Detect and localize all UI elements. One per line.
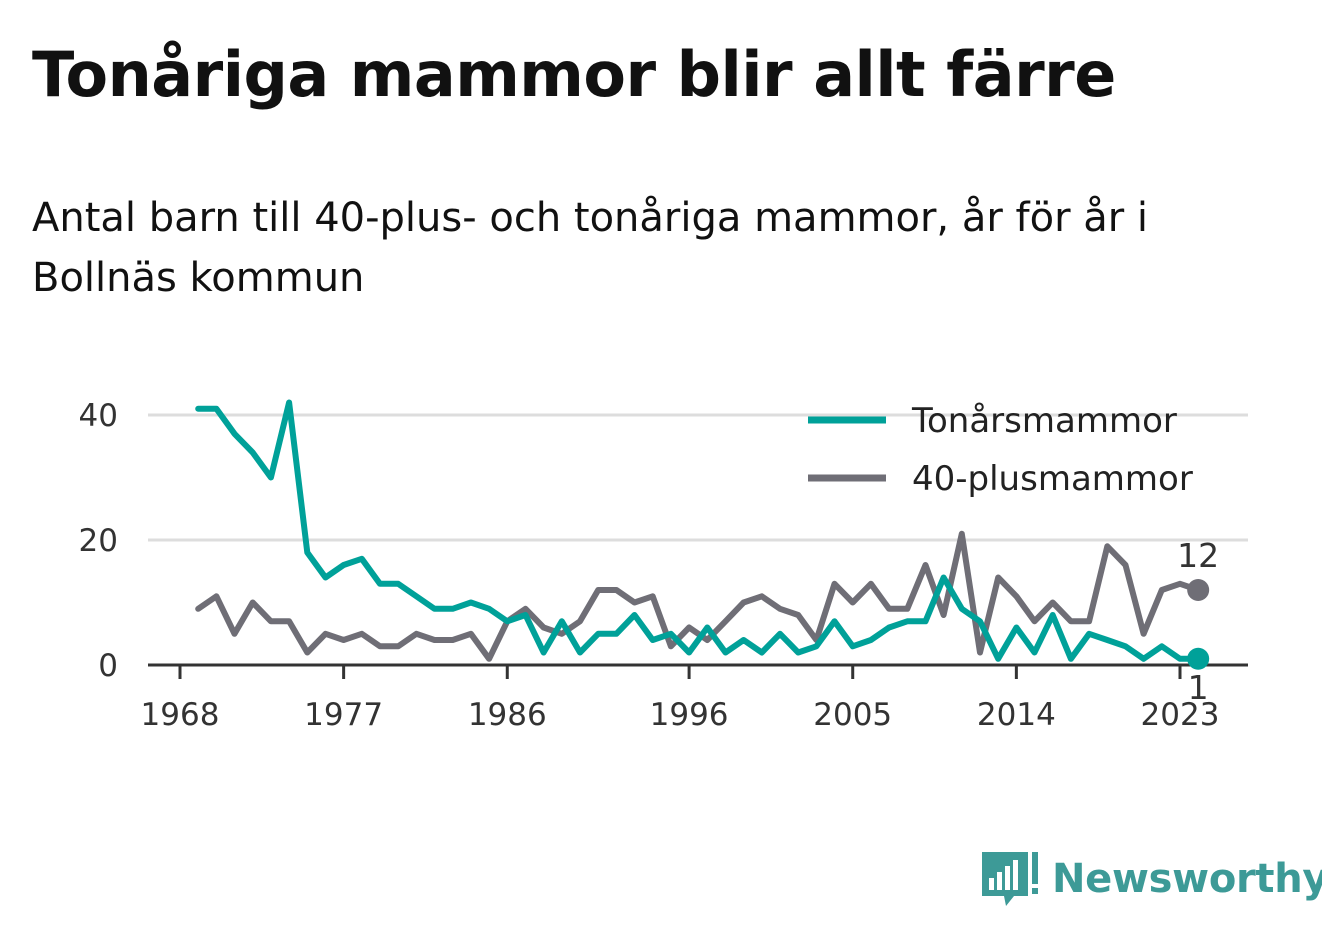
series-lines: 1 12	[195, 399, 1219, 707]
end-point-0	[1187, 647, 1210, 670]
end-point-1	[1187, 579, 1210, 601]
brand-name: Newsworthy	[1052, 856, 1322, 902]
x-tick-label-2023: 2023	[1141, 697, 1220, 733]
x-tick-label-2014: 2014	[977, 697, 1056, 733]
y-tick-label-20: 20	[79, 523, 118, 559]
chart-title: Tonåriga mammor blir allt färre	[32, 38, 1116, 111]
x-tick-label-1986: 1986	[468, 697, 547, 733]
x-tick-label-1968: 1968	[141, 697, 220, 733]
series-line-1	[195, 530, 1202, 662]
grid-lines	[148, 413, 1248, 542]
y-tick-label-0: 0	[98, 648, 118, 684]
legend: Tonårsmammor 40-plusmammor	[808, 401, 1193, 499]
x-tick-label-1996: 1996	[650, 697, 729, 733]
y-tick-label-40: 40	[79, 398, 118, 434]
chart-subtitle: Antal barn till 40-plus- och tonåriga ma…	[32, 195, 1149, 301]
x-tick-label-1977: 1977	[304, 697, 383, 733]
newsworthy-logo-icon	[982, 852, 1038, 906]
legend-label-1: 40-plusmammor	[912, 459, 1193, 499]
legend-label-0: Tonårsmammor	[911, 401, 1177, 441]
series-line-0	[195, 399, 1202, 662]
x-tick-label-2005: 2005	[813, 697, 892, 733]
axes: 0 20 40 1968 1977 1986 1996 2005 2014 2023	[79, 398, 1248, 733]
end-label-0: 1	[1188, 668, 1209, 707]
end-label-1: 12	[1177, 536, 1219, 575]
brand: Newsworthy	[980, 848, 1322, 910]
